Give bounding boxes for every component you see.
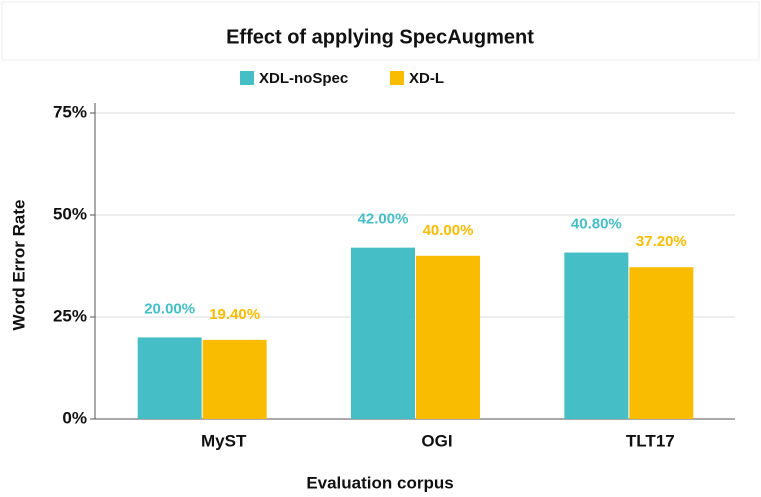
y-tick-label: 0%	[62, 408, 87, 427]
legend-label: XD-L	[409, 70, 444, 87]
value-label: 40.80%	[571, 216, 622, 233]
x-tick-label: OGI	[421, 431, 452, 450]
y-tick-label: 25%	[53, 306, 87, 325]
y-tick-label: 75%	[53, 102, 87, 121]
value-label: 20.00%	[144, 300, 195, 317]
value-label: 42.00%	[358, 211, 409, 228]
legend-label: XDL-noSpec	[259, 70, 348, 87]
x-tick-label: MyST	[201, 431, 247, 450]
chart-title: Effect of applying SpecAugment	[226, 26, 534, 48]
x-axis-label: Evaluation corpus	[306, 473, 453, 492]
y-tick-label: 50%	[53, 204, 87, 223]
bar	[564, 252, 629, 419]
bar	[629, 267, 694, 419]
value-label: 19.40%	[209, 306, 260, 323]
legend-swatch	[390, 71, 404, 85]
bar	[137, 337, 202, 419]
bar	[416, 255, 480, 419]
title-panel	[1, 1, 760, 61]
value-label: 37.20%	[636, 233, 687, 250]
legend-swatch	[240, 71, 254, 85]
x-tick-label: TLT17	[626, 431, 675, 450]
bar	[351, 247, 415, 419]
bar	[202, 339, 267, 419]
y-axis-label: Word Error Rate	[9, 200, 28, 331]
value-label: 40.00%	[423, 222, 474, 239]
